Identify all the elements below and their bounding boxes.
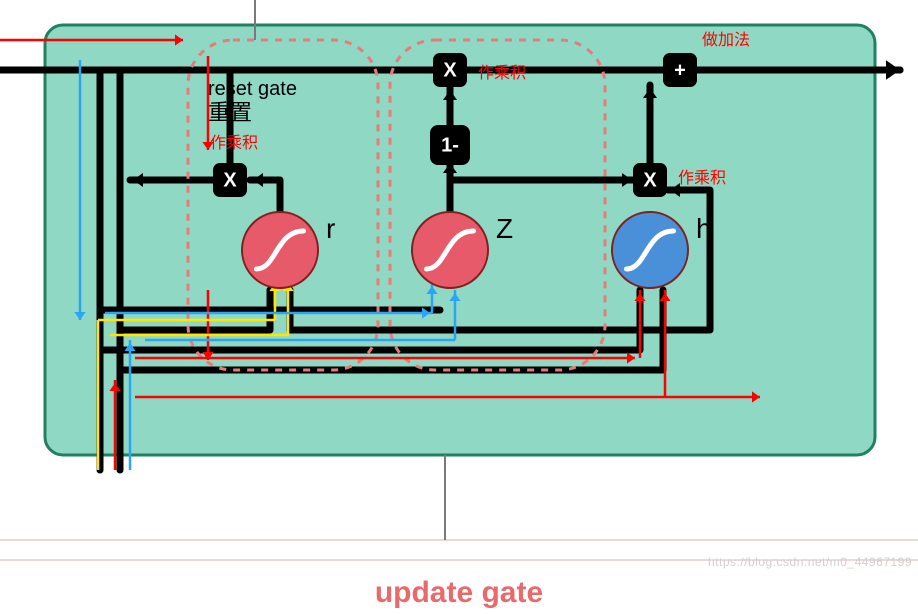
svg-text:h: h — [696, 213, 712, 244]
bottom-title: update gate — [0, 576, 918, 610]
diagram-svg: rZhXX1-X+reset gate重置作乘积作乘积做加法作乘积 — [0, 0, 918, 614]
svg-text:作乘积: 作乘积 — [478, 64, 526, 82]
watermark: https://blog.csdn.net/m0_44967199 — [708, 555, 912, 569]
svg-text:Z: Z — [496, 213, 513, 244]
svg-text:X: X — [443, 59, 457, 81]
svg-text:作乘积: 作乘积 — [678, 169, 726, 187]
svg-text:1-: 1- — [441, 134, 459, 156]
svg-text:做加法: 做加法 — [702, 31, 750, 49]
svg-text:X: X — [223, 169, 237, 191]
svg-text:+: + — [674, 59, 686, 81]
svg-text:reset gate: reset gate — [208, 78, 297, 100]
svg-text:作乘积: 作乘积 — [210, 134, 258, 152]
svg-text:X: X — [643, 169, 657, 191]
svg-text:r: r — [326, 213, 335, 244]
svg-text:重置: 重置 — [208, 100, 252, 125]
